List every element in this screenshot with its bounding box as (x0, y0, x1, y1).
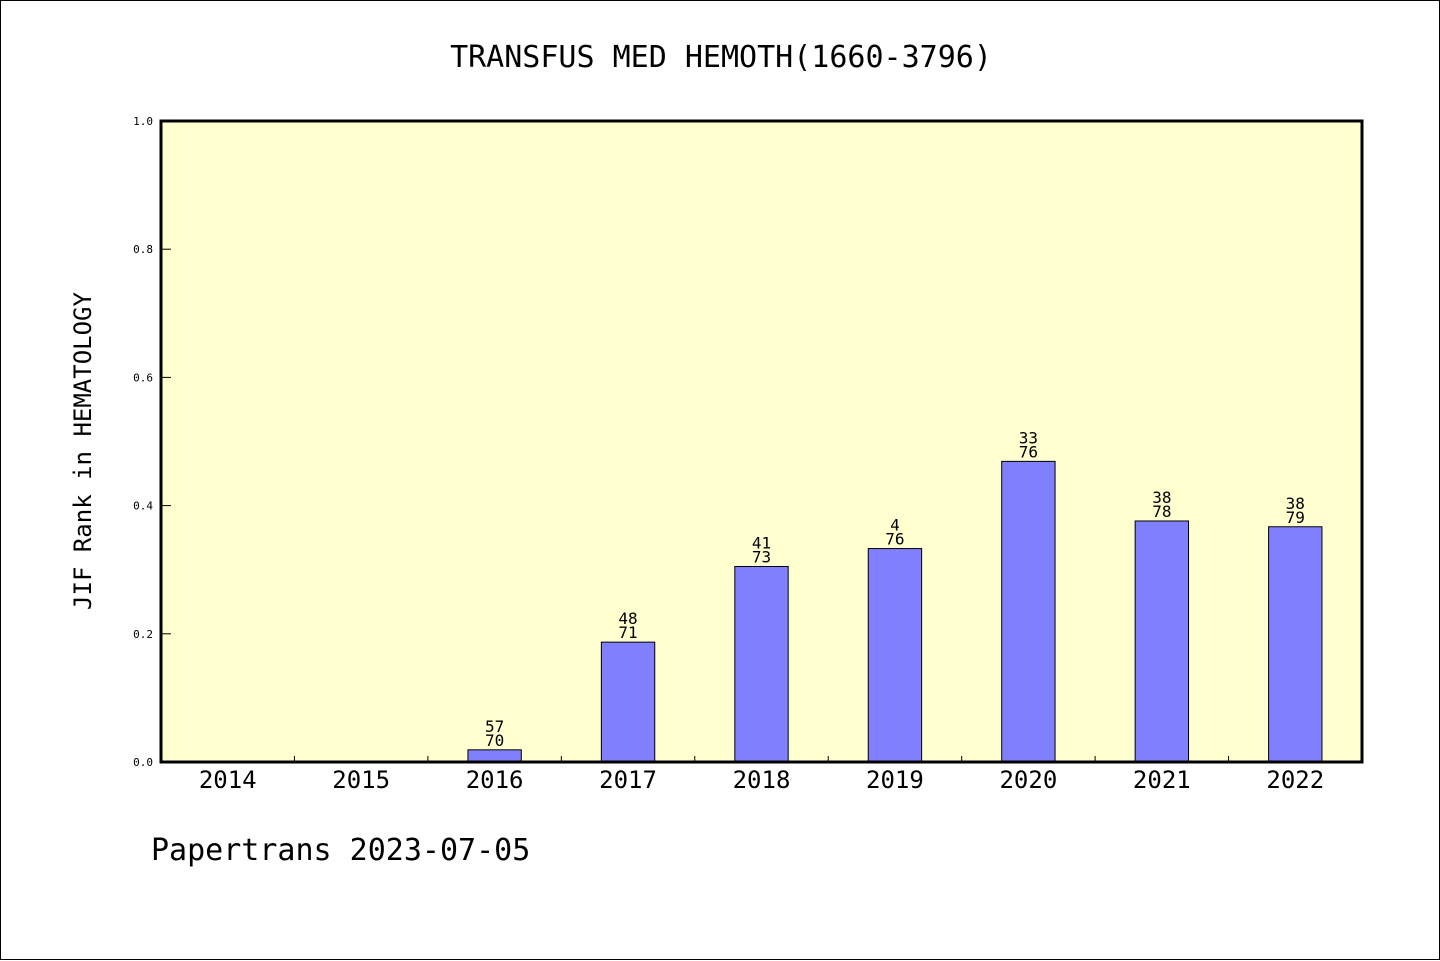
axis-ticks: 0.0 0.2 0.4 0.6 0.8 1.0 2014 2015 2016 2017 2018 20… (133, 115, 1324, 794)
y-tick-label: 0.2 (133, 628, 153, 641)
x-tick-label: 2015 (332, 766, 390, 794)
chart-title: TRANSFUS MED HEMOTH(1660-3796) (450, 40, 992, 75)
bar-label-rank: 38 (1286, 494, 1305, 513)
y-tick-label: 0.8 (133, 243, 153, 256)
y-axis-label: JIF Rank in HEMATOLOGY (69, 292, 97, 610)
bar (467, 749, 522, 763)
bar (1134, 520, 1190, 763)
x-tick-label: 2021 (1133, 766, 1191, 794)
bar-label-total: 78 (1152, 502, 1171, 521)
bar (1001, 460, 1056, 763)
x-tick-label: 2020 (999, 766, 1057, 794)
bar (600, 641, 656, 763)
bar-label-total: 79 (1286, 508, 1305, 527)
x-tick-label: 2014 (199, 766, 257, 794)
footer-credit: Papertrans 2023-07-05 (151, 833, 531, 868)
bar (1268, 526, 1323, 763)
x-tick-label: 2022 (1266, 766, 1324, 794)
y-tick-label: 1.0 (133, 115, 153, 128)
bar (867, 548, 923, 763)
bar-label-rank: 4 (890, 516, 900, 535)
bar-label-rank: 33 (1019, 428, 1038, 447)
bar-label-total: 76 (885, 530, 904, 549)
bar-label-rank: 38 (1152, 488, 1171, 507)
x-tick-label: 2016 (466, 766, 524, 794)
bar-label-total: 73 (752, 547, 771, 566)
y-tick-label: 0.0 (133, 756, 153, 769)
bar-label-rank: 57 (485, 717, 504, 736)
bar (734, 565, 789, 763)
x-tick-label: 2018 (733, 766, 791, 794)
bar-label-total: 76 (1019, 442, 1038, 461)
plot-border (159, 119, 1364, 764)
y-tick-label: 0.6 (133, 371, 153, 384)
x-tick-label: 2019 (866, 766, 924, 794)
bar-label-rank: 48 (618, 609, 637, 628)
bar-label-rank: 41 (752, 533, 771, 552)
bar-label-total: 70 (485, 731, 504, 750)
x-tick-label: 2017 (599, 766, 657, 794)
bar-label-total: 71 (618, 623, 637, 642)
y-tick-label: 0.4 (133, 500, 153, 513)
